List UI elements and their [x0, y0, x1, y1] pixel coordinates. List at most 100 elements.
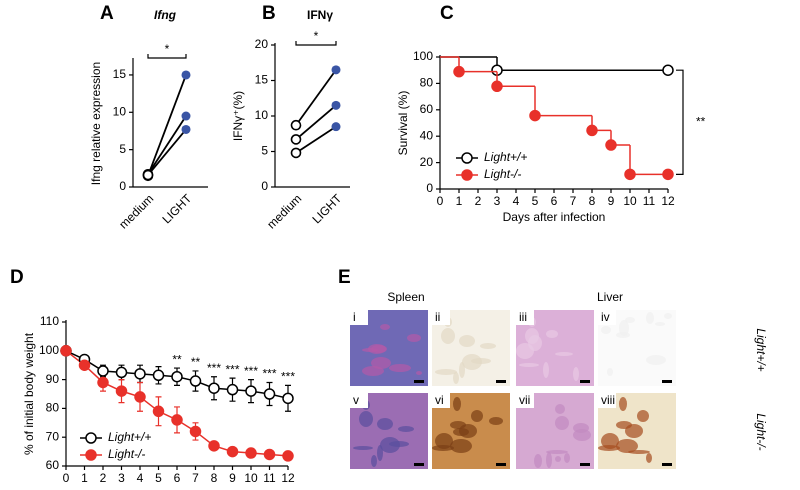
y-axis-label: Ifng relative expression	[89, 62, 103, 185]
x-tick-label: medium	[264, 191, 304, 231]
dot	[331, 65, 341, 75]
marker	[60, 345, 72, 357]
legend-marker	[461, 169, 473, 181]
label-box	[516, 310, 534, 325]
tissue-spot	[462, 354, 482, 370]
scale-bar	[662, 380, 672, 383]
legend-label: Light-/-	[484, 167, 521, 181]
y-axis-label: Survival (%)	[396, 91, 410, 156]
tissue-spot	[655, 322, 665, 326]
tissue-spot	[664, 313, 672, 319]
legend-label: Light+/+	[484, 150, 527, 164]
x-tick-label: 10	[623, 194, 637, 208]
tissue-spot	[625, 424, 643, 438]
significance: ***	[262, 367, 276, 381]
micrograph: iii	[516, 310, 594, 386]
y-tick-label: 15	[255, 73, 269, 87]
tissue-spot	[371, 345, 387, 353]
y-tick-label: 80	[420, 76, 434, 90]
y-tick-label: 100	[413, 49, 433, 63]
dot	[290, 134, 302, 145]
y-tick-label: 100	[39, 343, 59, 357]
y-tick-label: 10	[113, 104, 127, 118]
tissue-spot	[480, 343, 496, 349]
tissue-spot	[432, 445, 454, 451]
tissue-spot	[435, 433, 453, 449]
pair-line	[295, 125, 337, 154]
x-tick-label: 9	[608, 194, 615, 208]
y-tick-label: 90	[46, 372, 60, 386]
marker	[605, 139, 617, 151]
marker	[171, 370, 183, 383]
marker	[529, 109, 541, 122]
label-box	[432, 310, 450, 325]
dot	[290, 119, 302, 131]
y-tick-label: 80	[46, 401, 60, 415]
y-tick-label: 0	[261, 179, 268, 193]
micrograph: ii	[432, 310, 510, 386]
y-tick-label: 60	[46, 458, 60, 472]
label-box	[432, 393, 450, 408]
marker	[152, 369, 165, 382]
image-label: vi	[435, 393, 444, 407]
y-tick-label: 20	[420, 155, 434, 169]
marker	[208, 382, 220, 394]
marker	[134, 368, 146, 380]
panel-letter: D	[10, 267, 24, 288]
tissue-spot	[359, 411, 373, 427]
pair-line	[147, 128, 187, 176]
tissue-spot	[453, 372, 459, 384]
significance: **	[191, 355, 201, 369]
marker	[662, 64, 674, 76]
tissue-spot	[441, 328, 455, 344]
tissue-spot	[646, 312, 654, 324]
x-tick-label: 7	[570, 194, 577, 208]
scale-bar	[580, 463, 590, 466]
scale-bar	[496, 463, 506, 466]
y-axis-label: % of initial body weight	[22, 332, 36, 455]
y-tick-label: 70	[46, 429, 60, 443]
tissue-spot	[564, 453, 570, 463]
tissue-spot	[543, 362, 549, 378]
tissue-spot	[619, 397, 627, 411]
image-label: vii	[519, 393, 530, 407]
legend-marker	[461, 152, 473, 164]
significance: ***	[244, 364, 258, 378]
tissue-spot	[398, 426, 414, 432]
x-tick-label: 4	[137, 471, 144, 485]
tissue-spot	[607, 368, 613, 376]
scale-bar	[662, 463, 672, 466]
marker	[115, 366, 128, 379]
tissue-spot	[471, 410, 483, 422]
y-tick-label: 15	[113, 67, 127, 81]
tissue-spot	[371, 455, 377, 467]
marker	[245, 385, 257, 397]
micrograph: vi	[432, 393, 510, 469]
marker	[115, 385, 128, 397]
tissue-spot	[601, 326, 611, 334]
column-label: Liver	[597, 290, 623, 304]
row-label: Light+/+	[754, 328, 768, 371]
chart-title: IFNγ	[307, 8, 333, 22]
marker	[662, 168, 674, 181]
marker	[97, 376, 109, 389]
scale-bar	[414, 380, 424, 383]
tissue-spot	[546, 450, 568, 454]
y-tick-label: 5	[261, 144, 268, 158]
image-label: i	[353, 310, 356, 324]
x-tick-label: 9	[229, 471, 236, 485]
tissue-spot	[459, 424, 477, 438]
tissue-spot	[628, 450, 650, 454]
x-tick-label: 4	[513, 194, 520, 208]
tissue-spot	[353, 446, 373, 450]
marker	[491, 80, 503, 93]
marker	[171, 414, 183, 426]
significance-bracket	[147, 54, 187, 59]
image-label: viii	[601, 393, 615, 407]
tissue-spot	[380, 437, 400, 453]
x-tick-label: 7	[192, 471, 199, 485]
pair-line	[295, 104, 337, 141]
marker	[282, 450, 294, 462]
panel-letter: A	[100, 3, 114, 24]
tissue-spot	[625, 317, 635, 323]
